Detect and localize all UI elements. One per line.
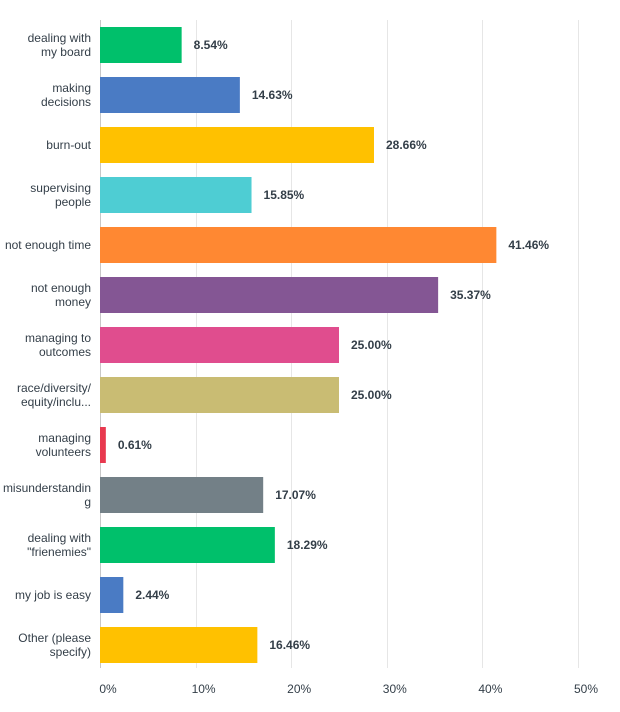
- bar[interactable]: [100, 177, 252, 213]
- category-label: Other (please specify): [18, 631, 91, 659]
- value-label: 41.46%: [508, 238, 549, 252]
- value-label: 17.07%: [275, 488, 316, 502]
- x-tick-label: 10%: [192, 682, 216, 696]
- category-label: dealing with "frienemies": [27, 531, 91, 559]
- value-label: 18.29%: [287, 538, 328, 552]
- x-tick-label: 40%: [478, 682, 502, 696]
- bar[interactable]: [100, 377, 339, 413]
- value-label: 35.37%: [450, 288, 491, 302]
- category-label: misunderstandin g: [3, 481, 91, 509]
- bar[interactable]: [100, 627, 258, 663]
- bar[interactable]: [100, 227, 497, 263]
- value-label: 25.00%: [351, 338, 392, 352]
- bar[interactable]: [100, 277, 439, 313]
- x-tick-label: 50%: [574, 682, 598, 696]
- bar[interactable]: [100, 577, 124, 613]
- bars: [100, 27, 497, 663]
- value-label: 8.54%: [194, 38, 228, 52]
- category-labels: dealing with my board making decisions burn-…: [3, 31, 92, 659]
- value-label: 28.66%: [386, 138, 427, 152]
- bar[interactable]: [100, 477, 264, 513]
- category-label: managing to outcomes: [25, 331, 91, 359]
- value-label: 2.44%: [135, 588, 169, 602]
- category-label: managing volunteers: [36, 431, 91, 459]
- value-label: 15.85%: [264, 188, 305, 202]
- value-label: 25.00%: [351, 388, 392, 402]
- category-label: my job is easy: [15, 588, 91, 602]
- value-label: 0.61%: [118, 438, 152, 452]
- category-label: burn-out: [46, 138, 91, 152]
- bar[interactable]: [100, 427, 106, 463]
- bar[interactable]: [100, 327, 339, 363]
- value-labels: 8.54% 14.63% 28.66% 15.85% 41.46% 35.37% 25.00…: [118, 38, 550, 652]
- category-label: not enough money: [31, 281, 91, 309]
- bar[interactable]: [100, 527, 275, 563]
- x-tick-label: 20%: [287, 682, 311, 696]
- value-label: 14.63%: [252, 88, 293, 102]
- category-label: dealing with my board: [28, 31, 91, 59]
- bar[interactable]: [100, 27, 182, 63]
- bar[interactable]: [100, 127, 374, 163]
- x-tick-label: 30%: [383, 682, 407, 696]
- value-label: 16.46%: [269, 638, 310, 652]
- category-label: making decisions: [41, 81, 91, 109]
- category-label: race/diversity/equity/inclu...: [17, 381, 92, 409]
- category-label: supervising people: [30, 181, 91, 209]
- x-axis-ticks: 0% 10% 20% 30% 40% 50%: [99, 682, 598, 696]
- x-tick-label: 0%: [99, 682, 117, 696]
- category-label: not enough time: [5, 238, 91, 252]
- bar[interactable]: [100, 77, 240, 113]
